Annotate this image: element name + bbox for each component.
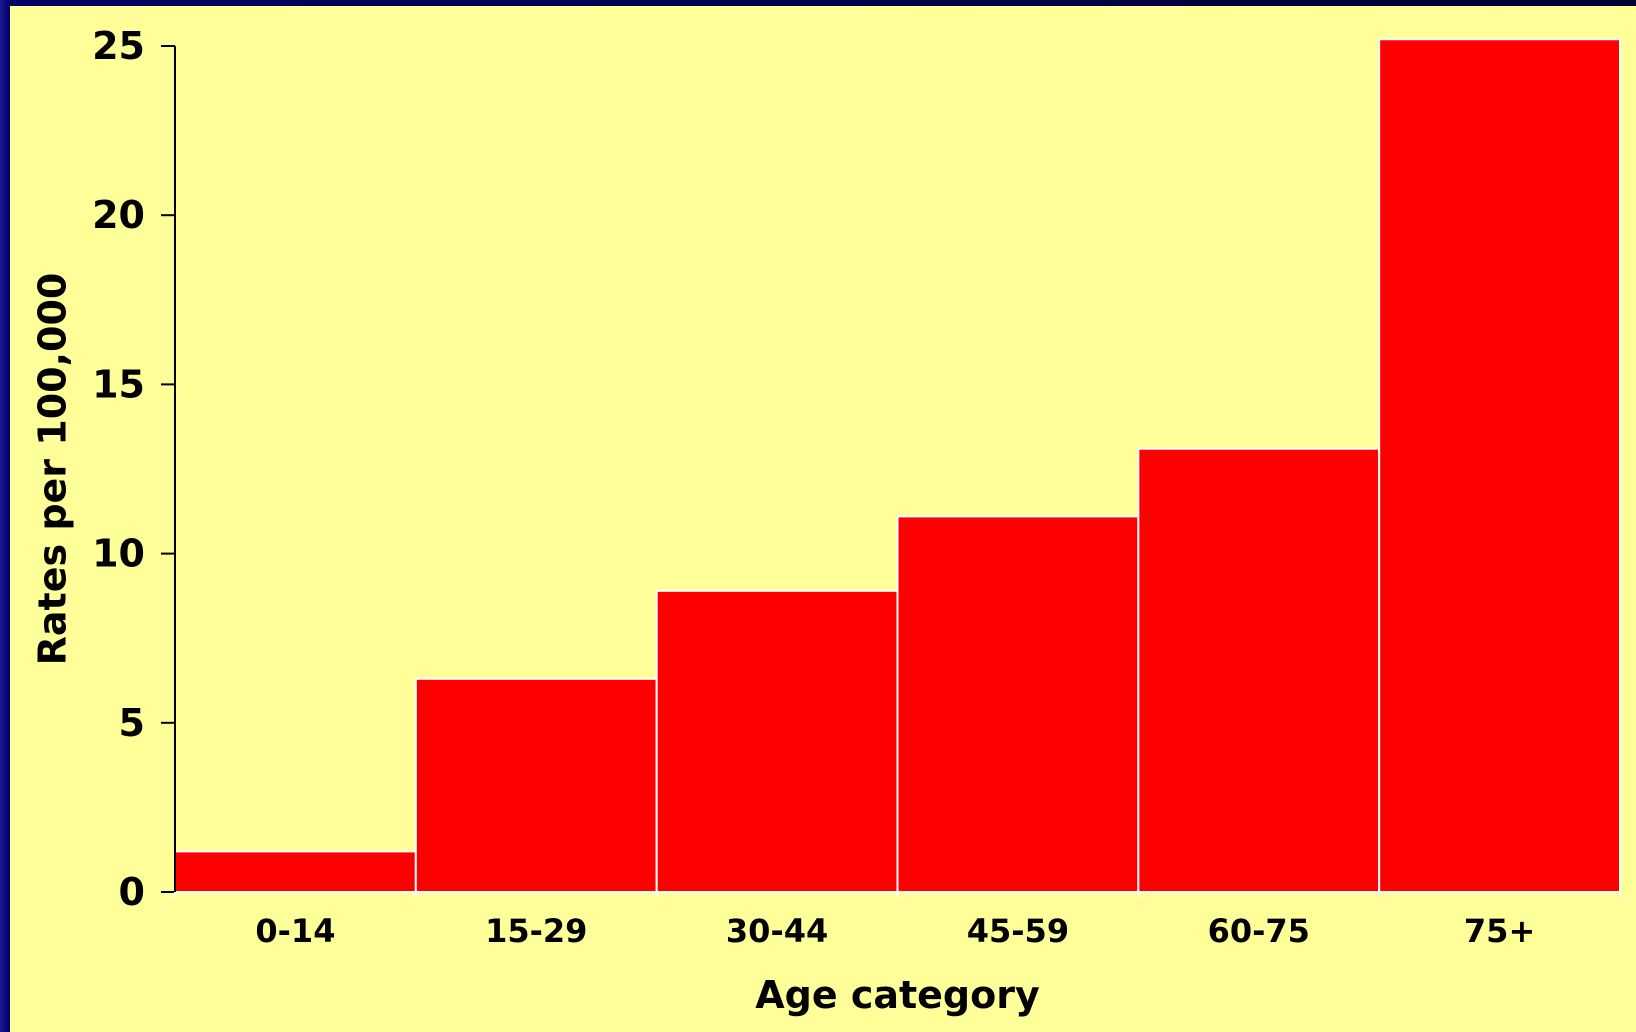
y-axis-title: Rates per 100,000	[31, 273, 75, 666]
x-ticks: 0-14 15-29 30-44 45-59 60-75 75+	[174, 892, 1621, 950]
x-tick-label: 30-44	[726, 912, 828, 950]
bar-60-75	[1137, 447, 1381, 893]
y-tick-label: 25	[92, 24, 145, 68]
bar-30-44	[655, 589, 899, 893]
bar-75+	[1378, 38, 1621, 894]
y-tick-label: 5	[119, 701, 145, 745]
y-tick-label: 15	[92, 362, 145, 406]
y-tick-label: 20	[92, 193, 145, 237]
y-tick-label: 10	[92, 532, 145, 576]
bars-layer	[174, 38, 1621, 894]
y-ticks: 0 5 10 15 20 25	[92, 24, 175, 914]
x-tick-label: 0-14	[255, 912, 335, 950]
bar-0-14	[174, 850, 417, 894]
y-tick-label: 0	[119, 870, 145, 914]
bar-45-59	[896, 515, 1140, 893]
x-axis-title: Age category	[755, 973, 1040, 1017]
bar-15-29	[414, 677, 658, 893]
x-tick-label: 60-75	[1208, 912, 1310, 950]
x-tick-label: 15-29	[485, 912, 587, 950]
x-tick-label: 75+	[1464, 912, 1535, 950]
x-tick-label: 45-59	[967, 912, 1069, 950]
